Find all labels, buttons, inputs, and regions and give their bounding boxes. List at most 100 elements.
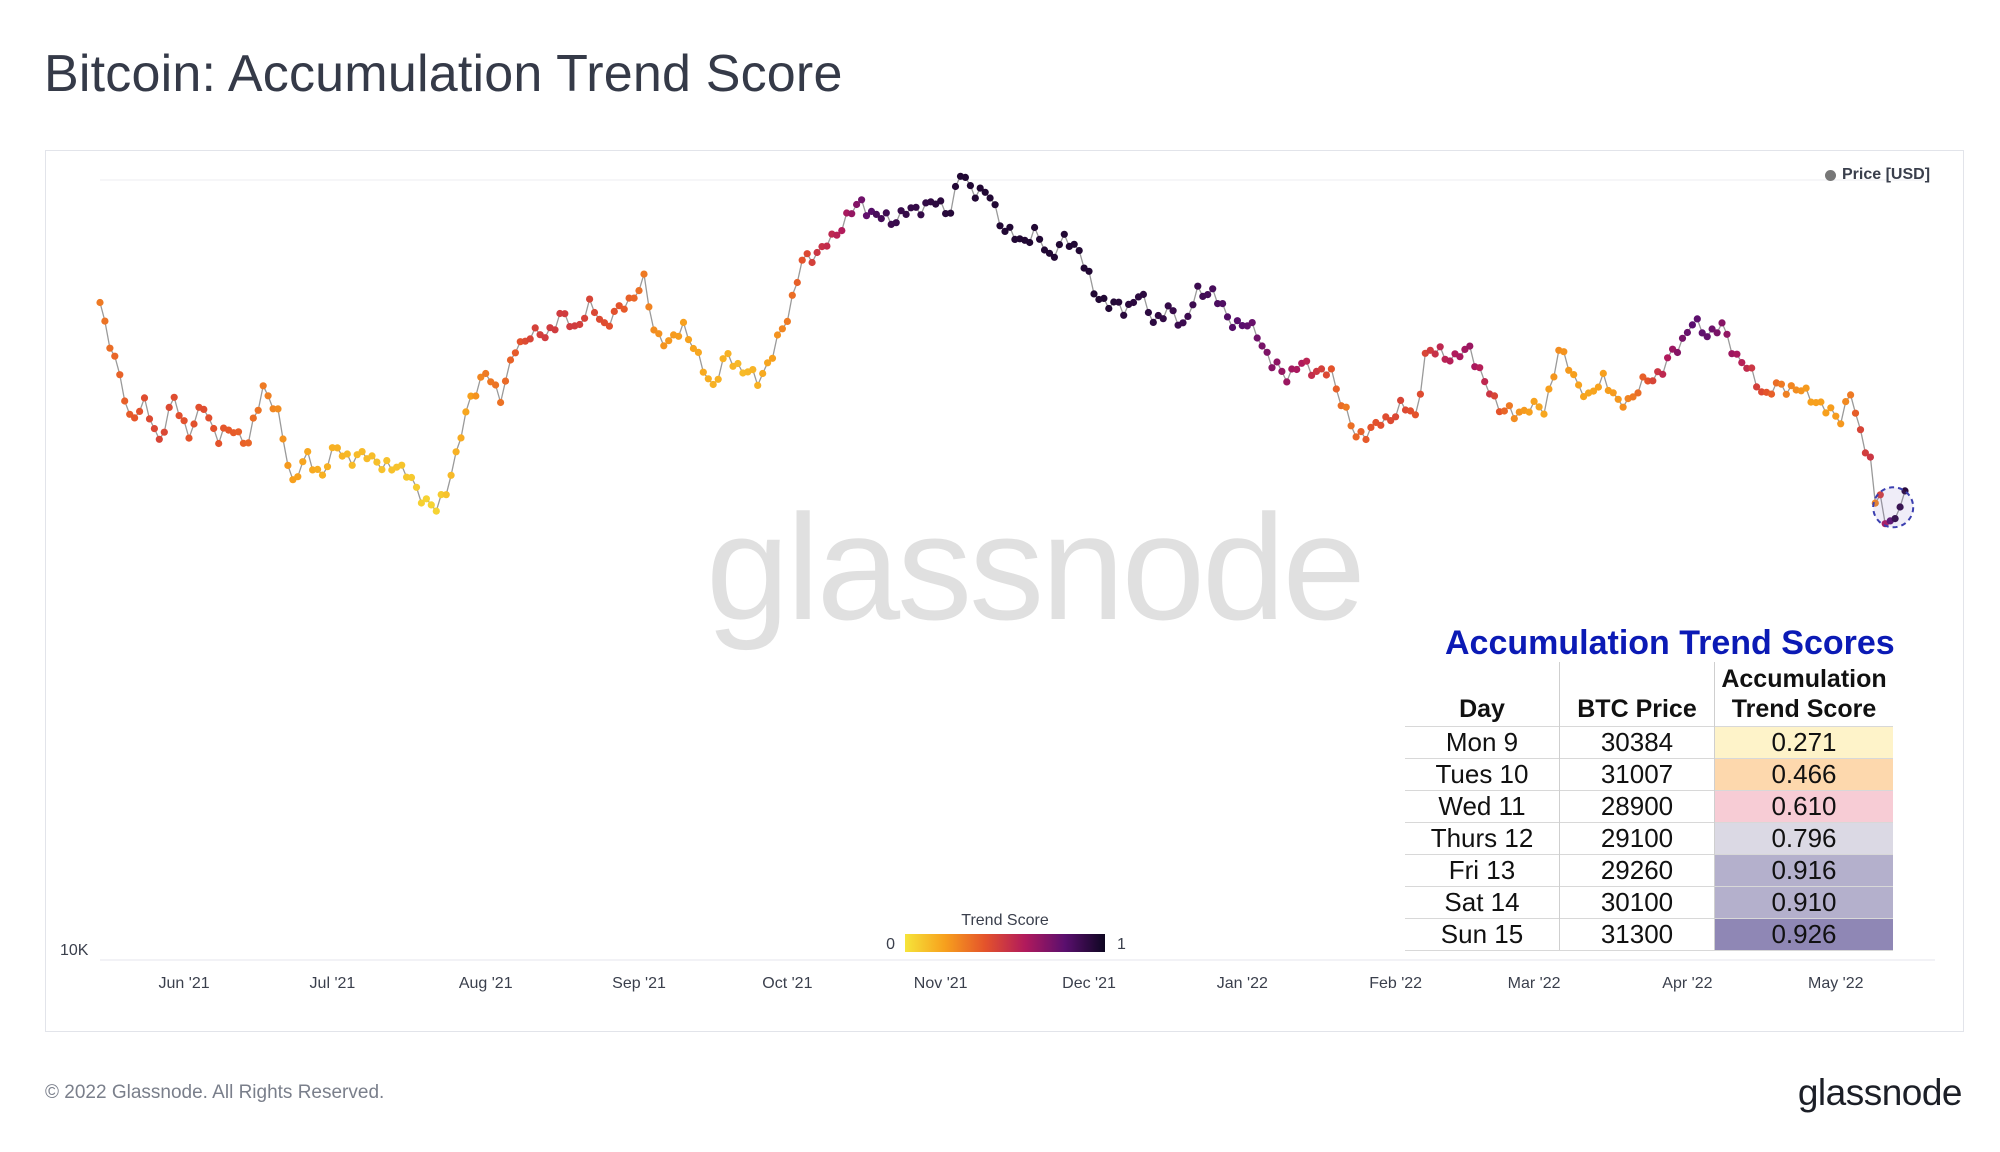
price-point	[917, 211, 925, 219]
price-point	[590, 308, 599, 317]
price-point	[1268, 364, 1276, 372]
cell-price: 30100	[1559, 886, 1715, 919]
price-point	[299, 458, 307, 466]
price-point	[442, 491, 450, 499]
price-point	[264, 392, 272, 400]
header-score-line2: Trend Score	[1731, 695, 1877, 723]
price-point	[501, 377, 510, 385]
price-point	[1688, 321, 1696, 329]
legend-price[interactable]: Price [USD]	[1825, 166, 1930, 184]
price-point	[1144, 308, 1152, 317]
price-point	[205, 414, 213, 422]
price-point	[1317, 365, 1326, 373]
price-point	[1164, 302, 1172, 310]
price-point	[714, 375, 722, 383]
price-point	[165, 403, 173, 411]
price-point	[1634, 389, 1642, 397]
price-point	[1708, 325, 1716, 333]
cell-price: 28900	[1559, 790, 1715, 823]
price-point	[764, 359, 772, 367]
cell-price: 29260	[1559, 854, 1715, 887]
price-point	[991, 201, 999, 209]
price-point	[1629, 393, 1637, 401]
price-point	[1866, 453, 1874, 461]
price-point	[472, 392, 480, 400]
price-point	[160, 428, 168, 436]
price-point	[1832, 412, 1840, 420]
price-point	[951, 182, 960, 191]
price-point	[749, 366, 757, 374]
price-point	[1782, 390, 1790, 398]
price-point	[872, 210, 881, 218]
header-score: Accumulation Trend Score	[1715, 662, 1894, 727]
price-point	[823, 242, 831, 250]
price-point	[131, 414, 139, 422]
price-point	[1718, 319, 1726, 327]
price-point	[492, 381, 500, 389]
price-point	[1842, 398, 1850, 406]
price-point	[581, 314, 589, 322]
price-point	[610, 307, 618, 315]
price-point	[526, 335, 534, 343]
table-row: Tues 10 31007 0.466	[1405, 758, 1893, 791]
price-point	[892, 219, 900, 227]
colorbar-min-label: 0	[886, 936, 895, 953]
price-point	[1837, 420, 1845, 428]
price-point	[259, 382, 267, 390]
scores-table: Day BTC Price Accumulation Trend Score M…	[1405, 662, 1893, 951]
price-point	[249, 414, 257, 422]
price-point	[1159, 315, 1167, 323]
price-point	[778, 325, 787, 333]
price-point	[675, 332, 683, 340]
price-point	[882, 209, 890, 217]
price-point	[422, 495, 430, 503]
price-point	[244, 439, 252, 447]
price-point	[1001, 227, 1009, 235]
price-point	[719, 355, 727, 363]
price-point	[902, 210, 910, 218]
price-point	[1223, 313, 1232, 321]
price-point	[1817, 398, 1825, 406]
price-point	[190, 420, 198, 428]
price-point	[304, 448, 312, 456]
price-point	[1456, 353, 1464, 361]
price-point	[541, 334, 549, 342]
price-point	[1209, 285, 1217, 293]
price-point	[1525, 408, 1533, 416]
price-point	[1303, 357, 1311, 365]
cell-score: 0.610	[1714, 790, 1893, 823]
price-point	[175, 412, 183, 420]
price-point	[1322, 371, 1330, 379]
price-point	[1219, 300, 1227, 308]
price-point	[412, 483, 421, 491]
price-point	[1673, 348, 1682, 357]
price-point	[650, 326, 658, 334]
table-row: Sat 14 30100 0.910	[1405, 886, 1893, 919]
price-point	[1560, 348, 1568, 356]
price-point	[640, 270, 648, 278]
price-point	[976, 184, 984, 192]
price-point	[1540, 410, 1548, 418]
price-point	[1308, 371, 1316, 379]
price-point	[180, 417, 188, 425]
colorbar	[905, 934, 1105, 952]
price-point	[1896, 503, 1904, 511]
price-point	[684, 336, 693, 344]
price-point	[373, 458, 381, 466]
cell-score: 0.271	[1714, 726, 1893, 759]
copyright: © 2022 Glassnode. All Rights Reserved.	[45, 1082, 385, 1103]
price-point	[96, 298, 104, 307]
price-point	[497, 398, 505, 407]
price-point	[1070, 240, 1078, 248]
price-point	[1594, 383, 1602, 391]
colorbar-max-label: 1	[1117, 936, 1126, 953]
price-point	[1733, 350, 1741, 358]
table-row: Thurs 12 29100 0.796	[1405, 822, 1893, 855]
price-point	[447, 471, 455, 479]
price-point	[1342, 403, 1350, 411]
price-point	[1189, 301, 1197, 309]
price-point	[1822, 409, 1830, 417]
x-tick-label: Sep '21	[612, 975, 666, 992]
price-point	[615, 302, 623, 310]
price-point	[1476, 364, 1484, 372]
